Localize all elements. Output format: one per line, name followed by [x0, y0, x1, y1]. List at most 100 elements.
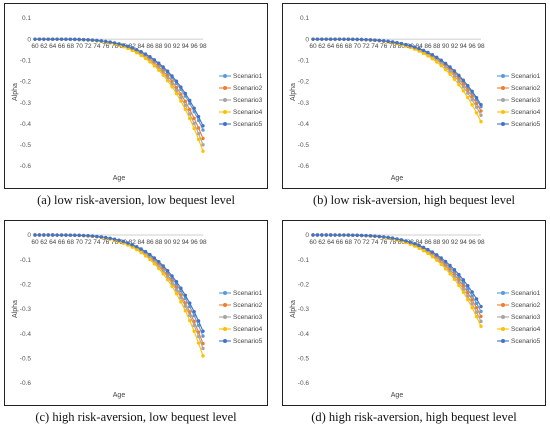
data-point	[470, 302, 474, 306]
data-point	[126, 44, 130, 49]
data-point	[421, 245, 426, 250]
legend-swatch-marker	[223, 98, 227, 102]
data-point	[130, 245, 134, 249]
x-tick-label: 76	[102, 43, 110, 50]
data-point	[346, 37, 351, 41]
data-point	[130, 46, 134, 50]
data-point	[474, 105, 479, 109]
data-point	[443, 68, 448, 72]
data-point	[59, 37, 64, 41]
y-tick-label: -0.6	[20, 163, 32, 170]
x-tick-label: 98	[477, 43, 485, 50]
legend-swatch-marker	[501, 98, 505, 102]
data-point	[457, 83, 461, 87]
chart-panel-d: 0 -0.1 -0.2 -0.3 -0.4 -0.5 -0.6 60 62 64 66 68 70 72 7…	[278, 217, 550, 430]
data-point	[161, 73, 165, 77]
x-tick-label: 92	[173, 43, 181, 50]
legend-swatch-marker	[501, 291, 505, 295]
legend-label: Scenario4	[511, 326, 541, 333]
data-point	[412, 241, 417, 246]
chart-panel-a: 0.1 0 -0.1 -0.2 -0.3 -0.4 -0.5 -0.6 60 62 64 66 68 70…	[0, 0, 272, 213]
data-point	[55, 37, 59, 41]
y-tick-label: -0.5	[298, 356, 310, 363]
x-tick-label: 70	[354, 239, 362, 246]
x-tick-label: 80	[398, 43, 406, 50]
data-point	[421, 249, 426, 253]
data-point	[452, 69, 457, 73]
x-tick-label: 88	[155, 43, 163, 50]
data-point	[179, 95, 183, 100]
legend-label: Scenario3	[511, 314, 541, 321]
data-point	[417, 49, 421, 53]
data-point	[417, 243, 421, 248]
data-point	[179, 99, 183, 103]
x-tick-label: 78	[389, 239, 397, 246]
data-point	[139, 50, 143, 54]
data-point	[174, 91, 179, 96]
x-tick-label: 88	[433, 239, 441, 246]
series-line-scenario1	[313, 234, 482, 312]
data-point	[466, 83, 470, 88]
data-point	[188, 107, 192, 112]
legend-label: Scenario2	[233, 302, 263, 309]
y-tick-label: -0.1	[298, 57, 310, 64]
data-point	[470, 298, 474, 302]
data-point	[470, 89, 474, 94]
x-tick-label: 86	[424, 239, 432, 246]
data-point	[148, 55, 152, 59]
y-tick-label: -0.4	[20, 121, 32, 128]
data-point	[404, 42, 408, 47]
data-point	[474, 310, 479, 314]
x-tick-label: 72	[362, 43, 370, 50]
data-point	[165, 78, 170, 83]
data-point	[461, 89, 466, 93]
data-point	[417, 46, 421, 51]
data-point	[457, 73, 461, 78]
data-point	[377, 38, 382, 43]
x-tick-label: 68	[345, 43, 353, 50]
y-axis-label: Alpha	[290, 83, 297, 101]
data-point	[152, 262, 157, 266]
data-point	[117, 238, 121, 242]
data-point	[470, 294, 474, 298]
data-point	[201, 346, 205, 351]
data-point	[201, 334, 205, 338]
data-point	[408, 240, 412, 244]
data-point	[170, 274, 174, 278]
data-point	[201, 136, 205, 141]
data-point	[126, 241, 130, 245]
data-point	[183, 103, 188, 108]
x-tick-label: 98	[477, 239, 485, 246]
x-tick-label: 96	[191, 239, 199, 246]
y-tick-label: 0	[305, 232, 309, 239]
data-point	[104, 39, 108, 44]
y-tick-label: -0.6	[20, 380, 32, 387]
line-chart: 0.1 0 -0.1 -0.2 -0.3 -0.4 -0.5 -0.6 60 62 64 66 68 70…	[290, 15, 541, 182]
data-point	[183, 309, 188, 313]
data-point	[108, 40, 112, 44]
line-chart: 0-0.1-0.2-0.3-0.4-0.5-0.660 62 64 66 68 70 72 7…	[12, 232, 263, 399]
data-point	[112, 41, 117, 45]
data-point	[457, 283, 461, 288]
legend-swatch-marker	[223, 291, 227, 295]
data-point	[59, 233, 64, 237]
data-point	[439, 58, 443, 62]
data-point	[130, 48, 134, 53]
data-point	[435, 253, 439, 257]
chart-panel-c: 0 -0.1 -0.2 -0.3 -0.4 -0.5 -0.6 60 62 64 66 68 70 72 7…	[0, 217, 272, 430]
data-point	[121, 239, 126, 244]
legend-label: Scenario5	[233, 121, 263, 128]
data-point	[342, 37, 346, 41]
legend-swatch-marker	[223, 327, 227, 331]
x-tick-label: 66	[58, 43, 66, 50]
legend-label: Scenario1	[511, 290, 541, 297]
series-line-scenario4	[35, 38, 204, 152]
data-point	[337, 37, 342, 41]
data-point	[174, 280, 179, 284]
data-point	[355, 233, 359, 237]
x-tick-label: 68	[345, 239, 353, 246]
data-point	[342, 233, 346, 237]
x-tick-label: 76	[380, 239, 388, 246]
x-tick-label: 82	[129, 239, 137, 246]
series-line-scenario5	[35, 234, 204, 332]
